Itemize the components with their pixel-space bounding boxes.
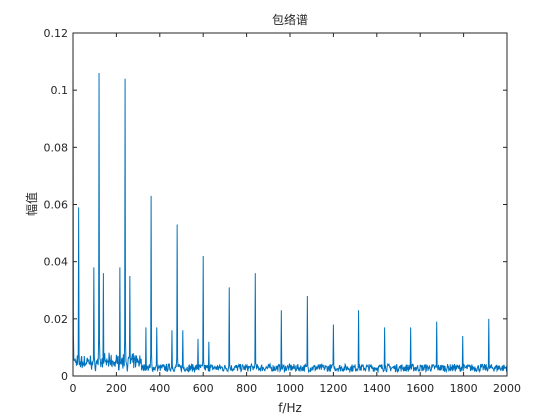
x-tick-label: 1200 — [319, 382, 347, 395]
y-tick-label: 0.1 — [51, 84, 69, 97]
x-tick-label: 1600 — [406, 382, 434, 395]
x-tick-label: 200 — [106, 382, 127, 395]
x-tick-label: 1800 — [450, 382, 478, 395]
y-tick-label: 0.06 — [44, 199, 69, 212]
x-tick-label: 0 — [70, 382, 77, 395]
y-tick-label: 0.04 — [44, 256, 69, 269]
x-tick-label: 1000 — [276, 382, 304, 395]
x-tick-label: 400 — [149, 382, 170, 395]
x-tick-label: 1400 — [363, 382, 391, 395]
y-tick-label: 0.08 — [44, 141, 69, 154]
x-tick-label: 2000 — [493, 382, 521, 395]
y-tick-label: 0 — [61, 370, 68, 383]
x-tick-label: 600 — [193, 382, 214, 395]
series-layer — [72, 32, 508, 374]
plot-background — [73, 33, 507, 376]
y-tick-label: 0.02 — [44, 313, 69, 326]
spectrum-series-line — [72, 32, 508, 374]
x-tick-label: 800 — [236, 382, 257, 395]
x-axis-label: f/Hz — [278, 401, 302, 415]
tick-layer: 0 200 400 600 800 1000 1200 1400 1600 1800 2000 0 0.… — [44, 27, 522, 395]
y-tick-label: 0.12 — [44, 27, 69, 40]
y-axis-label: 幅值 — [24, 192, 39, 216]
chart-title: 包络谱 — [272, 12, 308, 27]
